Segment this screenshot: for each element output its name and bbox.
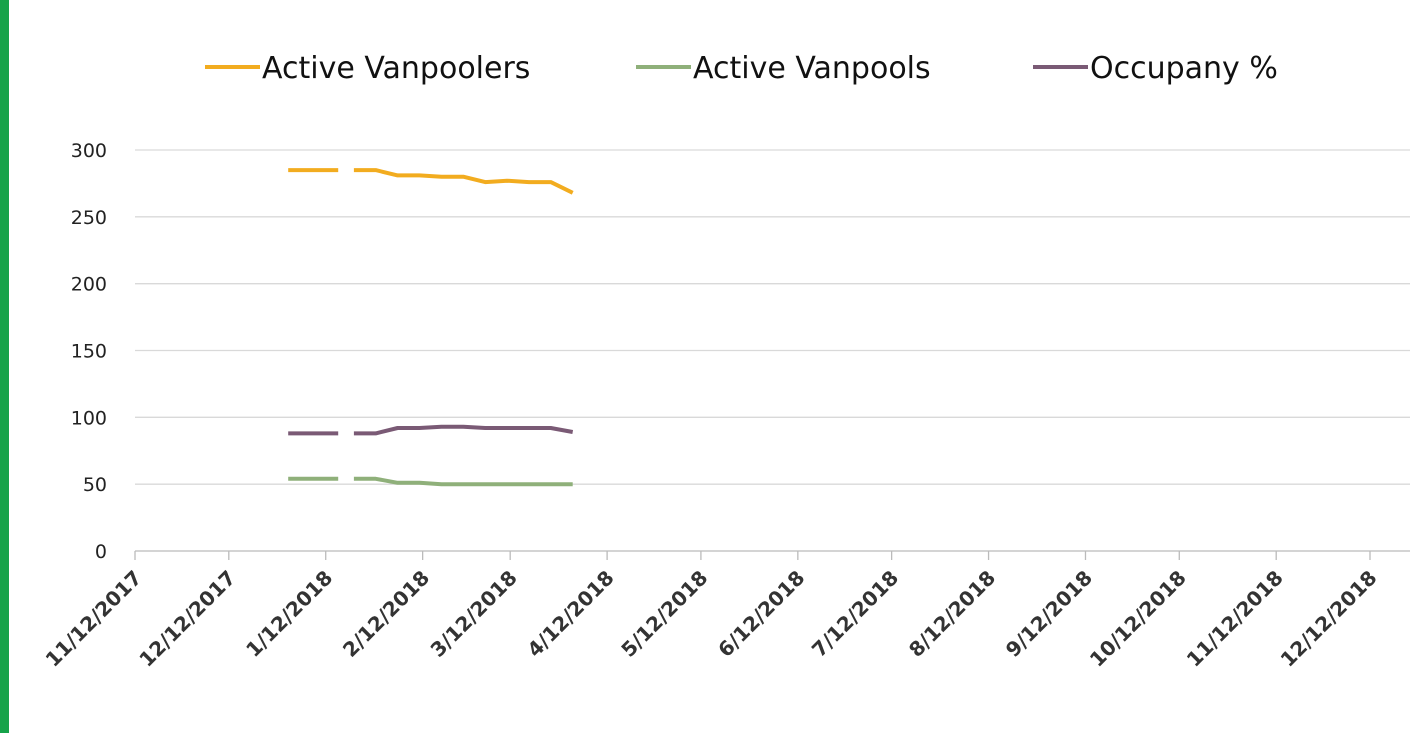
series-line (288, 168, 574, 195)
legend-label: Active Vanpools (693, 51, 931, 86)
x-tick-label: 5/12/2018 (616, 566, 712, 662)
x-tick-label: 10/12/2018 (1085, 566, 1191, 672)
y-tick-label: 50 (83, 474, 107, 496)
x-tick-label: 8/12/2018 (904, 566, 1000, 662)
legend: Active Vanpoolers Active Vanpools Occupany… (205, 51, 1278, 86)
x-tick-label: 11/12/2018 (1182, 566, 1288, 672)
x-tick-label: 1/12/2018 (241, 566, 337, 662)
y-tick-label: 250 (71, 207, 107, 229)
legend-label: Occupany % (1090, 51, 1278, 86)
y-tick-label: 0 (95, 541, 107, 563)
side-bar (0, 0, 9, 733)
y-tick-label: 150 (71, 341, 107, 363)
series-line (288, 424, 574, 436)
x-tick-label: 12/12/2018 (1276, 566, 1382, 672)
y-tick-label: 300 (71, 140, 107, 162)
x-tick-label: 7/12/2018 (807, 566, 903, 662)
y-tick-label: 200 (71, 274, 107, 296)
x-tick-label: 3/12/2018 (426, 566, 522, 662)
y-tick-label: 100 (71, 407, 107, 429)
x-tick-label: 12/12/2017 (134, 566, 240, 672)
series-line (288, 476, 573, 487)
x-tick-label: 2/12/2018 (338, 566, 434, 662)
x-tick-label: 9/12/2018 (1001, 566, 1097, 662)
x-tick-label: 11/12/2017 (41, 566, 147, 672)
x-tick-label: 6/12/2018 (713, 566, 809, 662)
legend-label: Active Vanpoolers (262, 51, 530, 86)
x-tick-label: 4/12/2018 (522, 566, 618, 662)
